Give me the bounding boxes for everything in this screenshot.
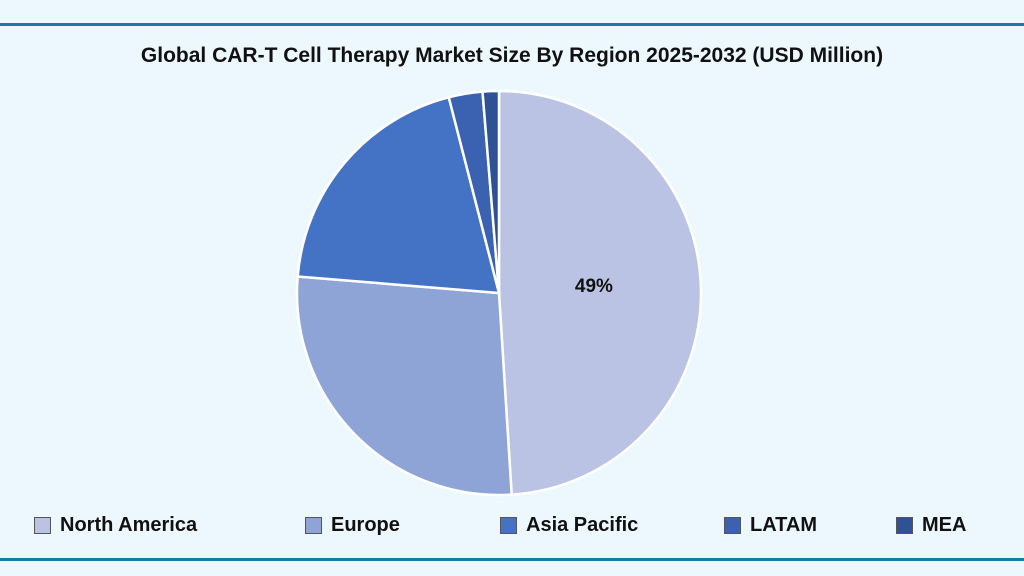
legend-swatch [896, 517, 913, 534]
legend-item-asia-pacific: Asia Pacific [500, 514, 638, 537]
legend-item-europe: Europe [305, 514, 400, 537]
pie-slice-mea [481, 89, 501, 294]
legend-item-mea: MEA [896, 514, 966, 537]
legend-label: LATAM [750, 514, 818, 536]
legend-label: MEA [922, 514, 967, 536]
pie-slice-europe [295, 275, 514, 497]
chart-title: Global CAR-T Cell Therapy Market Size By… [140, 44, 884, 67]
legend-item-latam: LATAM [724, 514, 817, 537]
top-rule [0, 23, 1024, 26]
pie-slice-north-america [497, 89, 703, 496]
pie-slice-asia-pacific [296, 95, 501, 295]
legend-label: North America [60, 514, 198, 536]
legend-swatch [34, 517, 51, 534]
legend-item-north-america: North America [34, 514, 197, 537]
legend-label: Europe [331, 514, 400, 536]
legend-swatch [500, 517, 517, 534]
legend-swatch [724, 517, 741, 534]
legend-swatch [305, 517, 322, 534]
bottom-rule [0, 558, 1024, 561]
data-label-north-america: 49% [575, 276, 613, 297]
legend-label: Asia Pacific [526, 514, 639, 536]
